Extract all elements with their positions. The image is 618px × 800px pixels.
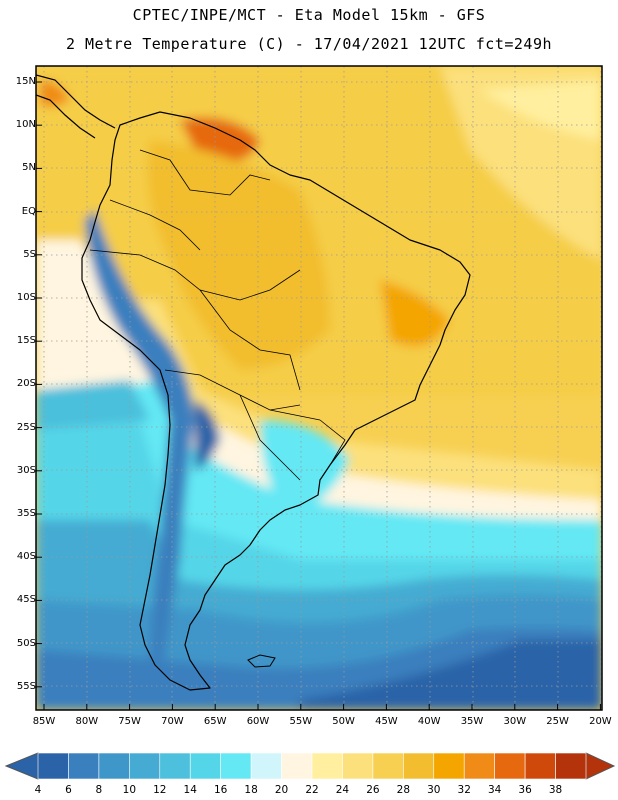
colorbar-swatch bbox=[281, 752, 313, 780]
colorbar-label: 38 bbox=[548, 784, 563, 796]
lon-label: 70W bbox=[161, 716, 184, 727]
colorbar-label: 10 bbox=[122, 784, 137, 796]
colorbar-label: 34 bbox=[487, 784, 502, 796]
colorbar-label: 20 bbox=[274, 784, 289, 796]
lat-label: 5S bbox=[23, 248, 36, 260]
colorbar-label: 4 bbox=[34, 784, 42, 796]
colorbar-swatch bbox=[524, 752, 556, 780]
chart-title: CPTEC/INPE/MCT - Eta Model 15km - GFS bbox=[132, 6, 486, 24]
lon-label: 50W bbox=[332, 716, 355, 727]
lon-label: 45W bbox=[375, 716, 398, 727]
colorbar-label: 28 bbox=[396, 784, 411, 796]
central-america-coastline bbox=[36, 74, 116, 139]
colorbar-label: 32 bbox=[457, 784, 471, 796]
lat-label: EQ bbox=[21, 205, 36, 217]
colorbar-swatch bbox=[311, 752, 343, 780]
lat-label: 45S bbox=[16, 594, 36, 606]
lat-label: 10N bbox=[15, 119, 36, 131]
colorbar-swatch bbox=[403, 752, 435, 780]
lon-label: 85W bbox=[32, 716, 56, 727]
lat-label: 15N bbox=[15, 76, 36, 87]
colorbar-high-arrow bbox=[585, 752, 616, 780]
lat-label: 50S bbox=[16, 637, 36, 649]
colorbar-label: 18 bbox=[244, 784, 258, 796]
colorbar bbox=[4, 752, 616, 780]
colorbar-swatch bbox=[342, 752, 374, 780]
colorbar-label: 26 bbox=[366, 784, 380, 796]
lat-label: 40S bbox=[16, 551, 36, 563]
colorbar-label: 30 bbox=[427, 784, 441, 796]
colorbar-label: 36 bbox=[518, 784, 532, 796]
south-america-coastline bbox=[81, 111, 471, 691]
lat-label: 15S bbox=[16, 335, 36, 347]
chart-subtitle: 2 Metre Temperature (C) - 17/04/2021 12U… bbox=[65, 35, 553, 53]
colorbar-swatch bbox=[129, 752, 161, 780]
lon-label: 80W bbox=[75, 716, 99, 727]
colorbar-swatch bbox=[463, 752, 495, 780]
colorbar-swatch bbox=[159, 752, 191, 780]
lat-label: 25S bbox=[16, 421, 36, 433]
lon-label: 35W bbox=[460, 716, 484, 727]
colorbar-swatch bbox=[220, 752, 252, 780]
lon-label: 30W bbox=[503, 716, 527, 727]
colorbar-swatch bbox=[494, 752, 526, 780]
colorbar-label: 12 bbox=[153, 784, 167, 796]
colorbar-label: 22 bbox=[305, 784, 319, 796]
colorbar-swatch bbox=[372, 752, 404, 780]
colorbar-swatch bbox=[189, 752, 221, 780]
lat-label: 55S bbox=[16, 680, 36, 692]
colorbar-label: 16 bbox=[213, 784, 228, 796]
colorbar-label: 8 bbox=[95, 784, 103, 796]
lon-label: 40W bbox=[417, 716, 441, 727]
lat-label: 35S bbox=[16, 508, 36, 519]
lon-label: 60W bbox=[246, 716, 270, 727]
colorbar-label: 24 bbox=[335, 784, 350, 796]
falkland-islands bbox=[247, 654, 276, 668]
colorbar-swatch bbox=[98, 752, 130, 780]
colorbar-swatch bbox=[68, 752, 100, 780]
lon-label: 25W bbox=[546, 716, 569, 727]
colorbar-label: 6 bbox=[65, 784, 72, 796]
lon-label: 75W bbox=[118, 716, 141, 727]
lat-label: 30S bbox=[16, 464, 36, 476]
lon-label: 55W bbox=[289, 716, 313, 727]
lon-label: 20W bbox=[589, 716, 612, 727]
lat-label: 10S bbox=[16, 292, 36, 303]
map-frame bbox=[35, 65, 603, 711]
country-borders bbox=[89, 149, 346, 481]
colorbar-low-arrow bbox=[4, 752, 39, 780]
lat-label: 5N bbox=[22, 162, 36, 174]
lat-label: 20S bbox=[16, 378, 36, 390]
colorbar-swatch bbox=[250, 752, 282, 780]
colorbar-label: 14 bbox=[183, 784, 197, 796]
colorbar-swatch bbox=[37, 752, 69, 780]
lon-label: 65W bbox=[203, 716, 227, 727]
colorbar-swatch bbox=[433, 752, 465, 780]
colorbar-swatch bbox=[555, 752, 587, 780]
